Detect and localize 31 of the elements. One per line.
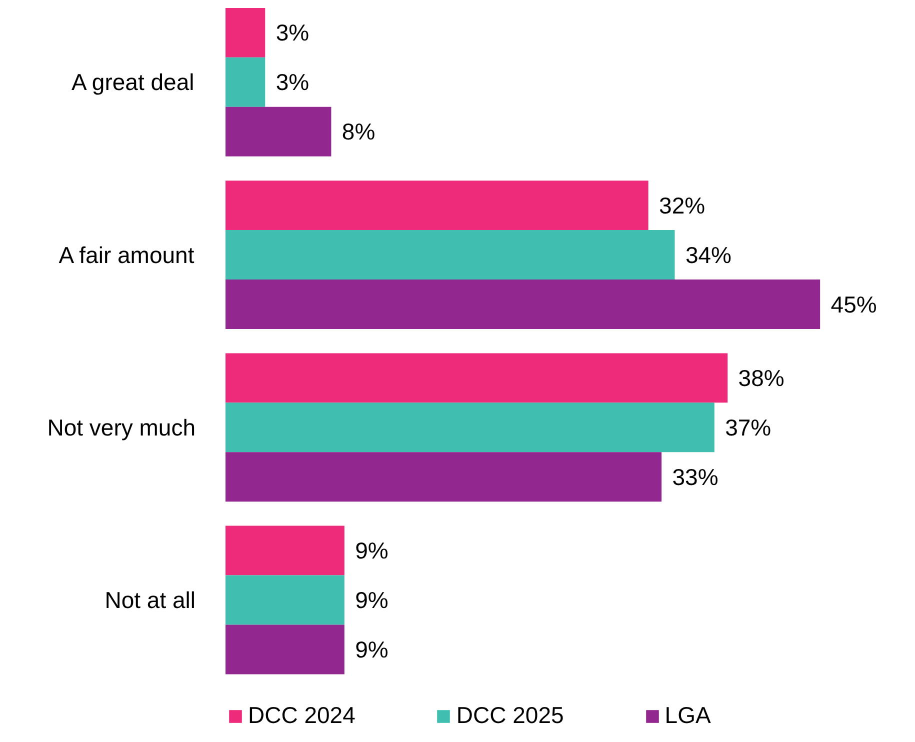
data-label: 45% [830, 291, 877, 318]
data-label: 38% [738, 364, 784, 391]
bar [226, 230, 675, 280]
legend-label: LGA [664, 702, 711, 729]
bar [226, 106, 332, 156]
data-label: 33% [672, 464, 718, 490]
data-label: 37% [725, 414, 772, 440]
bar [226, 575, 344, 625]
data-label: 9% [355, 538, 388, 564]
legend-label: DCC 2025 [456, 702, 564, 729]
legend-label: DCC 2024 [248, 702, 356, 729]
y-tick-label: A great deal [71, 69, 194, 96]
data-label: 8% [342, 118, 376, 145]
y-tick-label: Not very much [47, 414, 196, 440]
bar [226, 402, 714, 452]
bar [226, 452, 662, 502]
data-label: 3% [276, 20, 310, 46]
bar [226, 8, 266, 58]
bar [226, 180, 648, 230]
y-tick-label: Not at all [104, 587, 196, 614]
y-tick-label: A fair amount [58, 242, 195, 268]
data-label: 3% [276, 69, 310, 96]
data-label: 34% [685, 242, 732, 268]
data-label: 9% [355, 636, 388, 663]
bar [226, 353, 728, 403]
data-label: 9% [355, 587, 388, 614]
bar [226, 624, 344, 674]
bar [226, 280, 820, 330]
bar [226, 57, 266, 107]
bar [226, 526, 344, 576]
data-label: 32% [659, 192, 706, 218]
